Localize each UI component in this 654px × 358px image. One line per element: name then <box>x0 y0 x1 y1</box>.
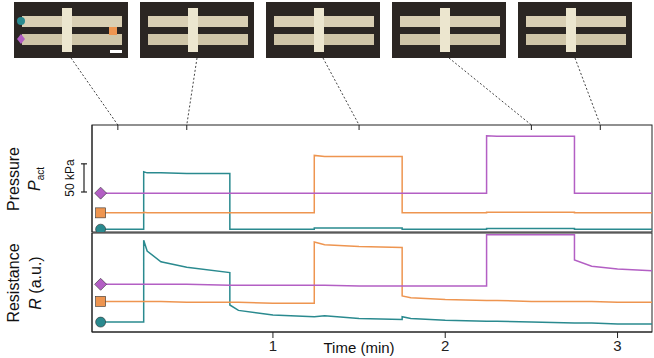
svg-text:1: 1 <box>269 337 277 354</box>
html-text:R: R <box>27 297 44 310</box>
html-text:50 kPa: 50 kPa <box>63 159 77 197</box>
html-text:act: act <box>35 166 47 180</box>
html-text:P: P <box>25 179 43 191</box>
html-text:Time (min): Time (min) <box>323 339 395 356</box>
html-text:Pressure: Pressure <box>5 146 22 211</box>
html-text:Resistance: Resistance <box>5 242 22 323</box>
svg-text:2: 2 <box>441 337 449 354</box>
svg-text:3: 3 <box>613 337 621 354</box>
html-text:(a.u.): (a.u.) <box>27 255 44 294</box>
